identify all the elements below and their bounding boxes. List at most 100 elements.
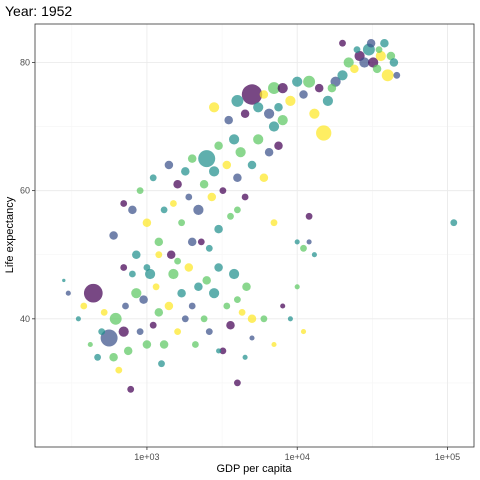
scatter-point [173, 179, 182, 189]
scatter-point [188, 302, 196, 310]
scatter-point [115, 366, 123, 374]
scatter-point [214, 224, 223, 234]
scatter-point [200, 315, 208, 323]
scatter-point [253, 134, 264, 145]
x-tick-label: 1e+05 [435, 452, 460, 462]
scatter-point [83, 283, 103, 303]
scatter-point [294, 284, 300, 290]
scatter-point [209, 166, 220, 177]
scatter-point [205, 328, 213, 335]
scatter-point [314, 83, 324, 93]
scatter-point [233, 173, 242, 183]
scatter-point [309, 108, 320, 119]
scatter-point [259, 90, 269, 99]
y-tick-label: 40 [20, 314, 30, 324]
scatter-point [306, 239, 312, 245]
scatter-point [159, 340, 169, 349]
scatter-point [380, 38, 389, 48]
scatter-point [292, 76, 303, 87]
scatter-point [381, 69, 394, 82]
scatter-point [224, 115, 233, 125]
scatter-point [247, 160, 257, 170]
scatter-point [375, 50, 386, 62]
scatter-point [178, 219, 186, 227]
scatter-point [241, 193, 249, 201]
scatter-point [184, 263, 194, 272]
scatter-point [299, 90, 308, 99]
chart-title: Year: 1952 [5, 3, 72, 19]
scatter-point [174, 328, 182, 335]
scatter-point [197, 238, 205, 246]
scatter-point [450, 219, 458, 227]
scatter-point [65, 290, 71, 296]
scatter-point [260, 315, 268, 323]
scatter-point [145, 268, 156, 280]
scatter-point [109, 353, 118, 362]
scatter-point [100, 309, 108, 316]
scatter-point [294, 239, 300, 245]
scatter-point [154, 237, 164, 247]
scatter-point [127, 385, 135, 393]
scatter-point [209, 288, 220, 299]
scatter-point [287, 316, 293, 322]
scatter-point [274, 141, 283, 151]
scatter-point [207, 192, 217, 202]
scatter-point [316, 125, 332, 141]
scatter-point [339, 39, 346, 47]
scatter-point [386, 51, 396, 61]
scatter-point [222, 160, 232, 170]
scatter-point [268, 82, 280, 95]
scatter-point [155, 251, 163, 259]
scatter-point [242, 354, 248, 360]
scatter-point [160, 206, 168, 214]
scatter-point [75, 316, 81, 322]
scatter-point [62, 278, 66, 283]
scatter-point [170, 200, 177, 207]
scatter-point [154, 308, 164, 317]
scatter-point [253, 102, 264, 113]
plot-border [34, 23, 475, 448]
scatter-point [181, 315, 189, 323]
scatter-point [300, 329, 307, 335]
scatter-point [270, 219, 278, 227]
x-tick-label: 1e+03 [134, 452, 159, 462]
scatter-point [337, 70, 348, 81]
scatter-point [209, 102, 220, 113]
scatter-point [192, 341, 199, 348]
scatter-point [168, 268, 179, 280]
scatter-point [164, 301, 174, 311]
scatter-point [375, 46, 383, 53]
scatter-point [393, 71, 401, 79]
scatter-point [216, 348, 222, 354]
scatter-point [177, 288, 186, 298]
scatter-point [234, 296, 241, 303]
scatter-point [149, 174, 157, 182]
scatter-point [219, 347, 227, 355]
scatter-point [199, 179, 209, 189]
scatter-point [247, 314, 257, 324]
scatter-point [120, 200, 128, 207]
scatter-point [238, 309, 246, 316]
scatter-point [181, 167, 190, 176]
scatter-point [235, 147, 246, 158]
scatter-point [185, 193, 193, 201]
scatter-point [87, 341, 93, 348]
scatter-point [202, 276, 211, 285]
scatter-point [242, 282, 251, 292]
y-axis-ticks: 40 60 80 [20, 57, 35, 324]
scatter-point [142, 340, 152, 349]
scatter-point [280, 303, 286, 309]
scatter-point [132, 250, 141, 259]
scatter-point [122, 302, 129, 310]
scatter-point [343, 57, 354, 68]
scatter-point [131, 288, 142, 299]
scatter-point [311, 252, 317, 258]
scatter-point [187, 154, 197, 163]
scatter-point [274, 103, 283, 112]
scatter-point [136, 328, 144, 335]
scatter-point [322, 95, 333, 106]
scatter-point [227, 212, 234, 220]
scatter-point [234, 379, 241, 387]
scatter-point [187, 237, 197, 247]
